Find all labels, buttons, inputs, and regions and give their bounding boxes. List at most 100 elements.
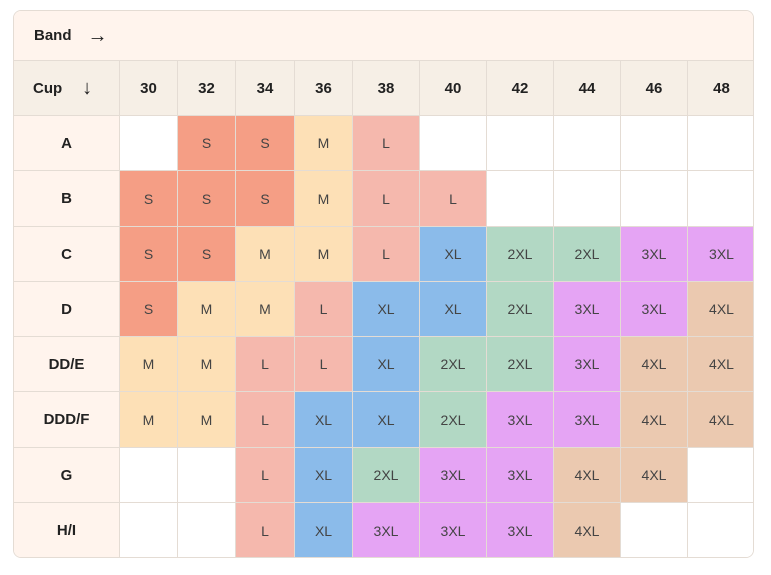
empty-cell [621, 171, 688, 227]
size-cell: M [236, 227, 295, 282]
empty-cell [420, 116, 487, 171]
size-cell: 2XL [554, 227, 621, 282]
band-header-30: 30 [120, 61, 178, 116]
size-cell: L [295, 337, 353, 392]
size-cell: XL [295, 392, 353, 448]
cup-label: Cup [33, 79, 63, 97]
cup-row-label: A [14, 116, 120, 171]
size-cell: 2XL [420, 337, 487, 392]
size-cell: L [236, 337, 295, 392]
empty-cell [120, 116, 178, 171]
size-cell: L [420, 171, 487, 227]
band-header-44: 44 [554, 61, 621, 116]
empty-cell [688, 448, 753, 503]
cup-header: Cup ↓ [14, 61, 120, 116]
band-header-38: 38 [353, 61, 420, 116]
size-cell: M [178, 392, 236, 448]
size-cell: 3XL [487, 503, 554, 557]
size-cell: 4XL [621, 337, 688, 392]
size-cell: S [178, 227, 236, 282]
size-cell: XL [353, 337, 420, 392]
empty-cell [120, 448, 178, 503]
size-cell: 4XL [621, 392, 688, 448]
size-cell: 3XL [353, 503, 420, 557]
size-cell: M [295, 116, 353, 171]
band-header-36: 36 [295, 61, 353, 116]
size-cell: 3XL [487, 392, 554, 448]
size-cell: 3XL [420, 503, 487, 557]
cup-row-label: H/I [14, 503, 120, 557]
size-cell: 4XL [621, 448, 688, 503]
size-cell: 4XL [688, 337, 753, 392]
band-header-32: 32 [178, 61, 236, 116]
empty-cell [178, 448, 236, 503]
size-cell: 4XL [554, 448, 621, 503]
size-cell: 4XL [688, 392, 753, 448]
cup-row-label: DDD/F [14, 392, 120, 448]
size-cell: L [236, 503, 295, 557]
size-cell: 3XL [487, 448, 554, 503]
size-cell: S [120, 282, 178, 337]
empty-cell [487, 116, 554, 171]
size-cell: 3XL [621, 227, 688, 282]
right-arrow-icon: → [87, 24, 108, 47]
band-header-40: 40 [420, 61, 487, 116]
size-cell: XL [295, 448, 353, 503]
cup-row-label: C [14, 227, 120, 282]
band-header-46: 46 [621, 61, 688, 116]
size-cell: S [120, 227, 178, 282]
size-cell: S [236, 116, 295, 171]
size-cell: L [236, 392, 295, 448]
down-arrow-icon: ↓ [82, 77, 93, 99]
size-cell: XL [353, 392, 420, 448]
size-cell: M [295, 171, 353, 227]
size-cell: 2XL [420, 392, 487, 448]
size-cell: 3XL [688, 227, 753, 282]
size-cell: 3XL [420, 448, 487, 503]
size-cell: 3XL [621, 282, 688, 337]
band-header-42: 42 [487, 61, 554, 116]
size-cell: S [120, 171, 178, 227]
size-cell: M [236, 282, 295, 337]
size-cell: 3XL [554, 337, 621, 392]
size-cell: XL [420, 227, 487, 282]
size-cell: XL [295, 503, 353, 557]
empty-cell [554, 171, 621, 227]
size-cell: 4XL [688, 282, 753, 337]
empty-cell [554, 116, 621, 171]
empty-cell [688, 116, 753, 171]
size-cell: M [178, 282, 236, 337]
size-cell: 3XL [554, 392, 621, 448]
size-cell: 2XL [353, 448, 420, 503]
band-axis-row: Band → [14, 11, 753, 61]
size-cell: 2XL [487, 337, 554, 392]
empty-cell [621, 503, 688, 557]
size-cell: 3XL [554, 282, 621, 337]
band-header-48: 48 [688, 61, 753, 116]
empty-cell [688, 503, 753, 557]
cup-row-label: B [14, 171, 120, 227]
band-header-34: 34 [236, 61, 295, 116]
empty-cell [178, 503, 236, 557]
cup-row-label: D [14, 282, 120, 337]
size-cell: XL [353, 282, 420, 337]
size-cell: L [295, 282, 353, 337]
size-cell: XL [420, 282, 487, 337]
size-table: Cup ↓ 30 32 34 36 38 40 42 44 46 48 A S S M L B S S S M L L C S… [14, 61, 753, 557]
empty-cell [487, 171, 554, 227]
size-cell: L [353, 171, 420, 227]
size-chart-card: Band → Cup ↓ 30 32 34 36 38 40 42 44 46 48 A S S M L B S… [13, 10, 754, 558]
size-cell: M [120, 337, 178, 392]
size-cell: 4XL [554, 503, 621, 557]
size-cell: 2XL [487, 227, 554, 282]
size-cell: S [178, 171, 236, 227]
empty-cell [688, 171, 753, 227]
size-cell: 2XL [487, 282, 554, 337]
size-cell: S [236, 171, 295, 227]
size-cell: S [178, 116, 236, 171]
empty-cell [621, 116, 688, 171]
band-label: Band [34, 27, 72, 44]
size-cell: L [236, 448, 295, 503]
size-cell: M [120, 392, 178, 448]
cup-row-label: DD/E [14, 337, 120, 392]
